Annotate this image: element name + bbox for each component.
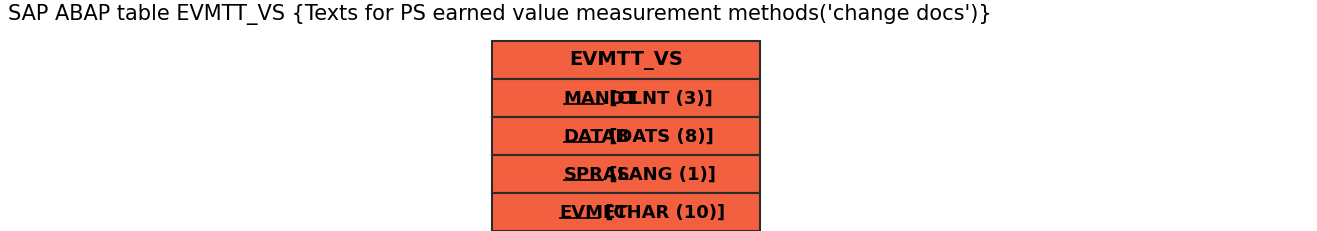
Bar xyxy=(493,118,760,155)
Text: [LANG (1)]: [LANG (1)] xyxy=(603,165,715,183)
Text: EVMTT_VS: EVMTT_VS xyxy=(569,51,684,70)
Text: SAP ABAP table EVMTT_VS {Texts for PS earned value measurement methods('change d: SAP ABAP table EVMTT_VS {Texts for PS ea… xyxy=(8,4,992,25)
Bar xyxy=(493,193,760,231)
Bar xyxy=(493,155,760,193)
Text: [CHAR (10)]: [CHAR (10)] xyxy=(599,203,724,221)
Text: EVMET: EVMET xyxy=(560,203,628,221)
Text: DATAB: DATAB xyxy=(564,128,630,145)
Text: SPRAS: SPRAS xyxy=(564,165,631,183)
Bar xyxy=(493,42,760,80)
Bar xyxy=(493,80,760,118)
Text: [CLNT (3)]: [CLNT (3)] xyxy=(603,90,712,108)
Text: MANDT: MANDT xyxy=(564,90,637,108)
Text: [DATS (8)]: [DATS (8)] xyxy=(603,128,714,145)
